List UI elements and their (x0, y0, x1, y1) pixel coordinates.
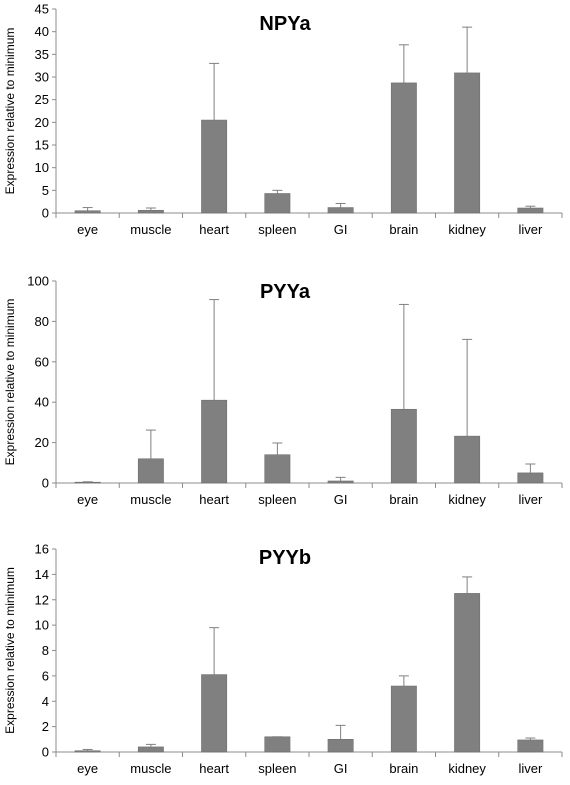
x-tick-label: heart (199, 761, 229, 776)
bar-brain (390, 82, 417, 214)
y-tick-label: 15 (35, 138, 49, 153)
y-tick-label: 2 (42, 719, 49, 734)
y-tick-label: 14 (35, 567, 49, 582)
chart-pyyb: PYYb Expression relative to minimum 0 2 4 6… (3, 542, 563, 776)
bar-kidney (454, 72, 481, 214)
chart-npya: NPYa Expression relative to minimum 0 5 10… (3, 2, 563, 237)
chart-marks: 0 20 40 60 80 100 eye muscle heart spleen GI brain k… (27, 274, 563, 507)
x-tick-label: muscle (130, 222, 171, 237)
bar-muscle (137, 746, 164, 753)
y-tick-label: 100 (27, 274, 49, 289)
bar-brain (390, 408, 417, 484)
x-tick-label: spleen (258, 222, 296, 237)
y-tick-label: 60 (35, 354, 49, 369)
y-axis-label: Expression relative to minimum (3, 299, 17, 466)
y-tick-label: 8 (42, 643, 49, 658)
bar-liver (517, 207, 544, 214)
y-tick-label: 80 (35, 314, 49, 329)
y-tick-label: 0 (42, 206, 49, 221)
chart-marks: 0 5 10 15 20 25 30 35 40 45 eye muscle heart spleen GI… (35, 2, 563, 237)
bar-eye (74, 750, 101, 753)
chart-pyya: PYYa Expression relative to minimum 0 20 4… (3, 274, 563, 507)
y-tick-label: 6 (42, 668, 49, 683)
bar-brain (390, 685, 417, 753)
bar-gi (327, 480, 354, 484)
y-tick-label: 20 (35, 115, 49, 130)
x-tick-label: kidney (448, 222, 486, 237)
y-tick-label: 10 (35, 160, 49, 175)
y-tick-label: 12 (35, 592, 49, 607)
x-tick-label: GI (334, 761, 348, 776)
chart-marks: 0 2 4 6 8 10 12 14 16 eye muscle heart spleen GI brain… (35, 542, 563, 776)
chart-title: PYYb (259, 547, 311, 569)
x-tick-label: eye (77, 222, 98, 237)
bar-muscle (137, 458, 164, 484)
bar-spleen (264, 736, 291, 753)
bar-liver (517, 472, 544, 484)
bar-heart (201, 399, 228, 484)
bar-kidney (454, 593, 481, 753)
x-tick-label: eye (77, 761, 98, 776)
x-tick-label: brain (389, 222, 418, 237)
x-tick-label: kidney (448, 492, 486, 507)
bar-eye (74, 481, 101, 484)
y-axis-label: Expression relative to minimum (3, 28, 17, 195)
y-tick-label: 40 (35, 24, 49, 39)
bar-heart (201, 674, 228, 753)
x-tick-label: heart (199, 492, 229, 507)
chart-title: PYYa (260, 281, 311, 303)
bar-kidney (454, 435, 481, 484)
bar-heart (201, 119, 228, 214)
bar-gi (327, 207, 354, 214)
bar-eye (74, 210, 101, 214)
x-tick-label: spleen (258, 761, 296, 776)
x-tick-label: muscle (130, 761, 171, 776)
y-tick-label: 30 (35, 70, 49, 85)
y-tick-label: 45 (35, 2, 49, 17)
x-tick-label: brain (389, 761, 418, 776)
x-tick-label: eye (77, 492, 98, 507)
bar-liver (517, 739, 544, 753)
x-tick-label: kidney (448, 761, 486, 776)
y-tick-label: 35 (35, 47, 49, 62)
x-tick-label: spleen (258, 492, 296, 507)
bar-spleen (264, 193, 291, 214)
x-tick-label: liver (518, 492, 543, 507)
x-tick-label: liver (518, 761, 543, 776)
y-tick-label: 10 (35, 618, 49, 633)
y-tick-label: 5 (42, 183, 49, 198)
y-tick-label: 4 (42, 694, 49, 709)
y-tick-label: 0 (42, 476, 49, 491)
y-tick-label: 0 (42, 745, 49, 760)
chart-title: NPYa (259, 13, 311, 35)
x-tick-label: heart (199, 222, 229, 237)
x-tick-label: brain (389, 492, 418, 507)
y-tick-label: 20 (35, 435, 49, 450)
x-tick-label: GI (334, 222, 348, 237)
y-tick-label: 25 (35, 92, 49, 107)
bar-spleen (264, 454, 291, 484)
y-axis-label: Expression relative to minimum (3, 567, 17, 734)
x-tick-label: liver (518, 222, 543, 237)
x-tick-label: muscle (130, 492, 171, 507)
y-tick-label: 16 (35, 542, 49, 557)
bar-gi (327, 739, 354, 753)
x-tick-label: GI (334, 492, 348, 507)
y-tick-label: 40 (35, 395, 49, 410)
bar-muscle (137, 209, 164, 214)
